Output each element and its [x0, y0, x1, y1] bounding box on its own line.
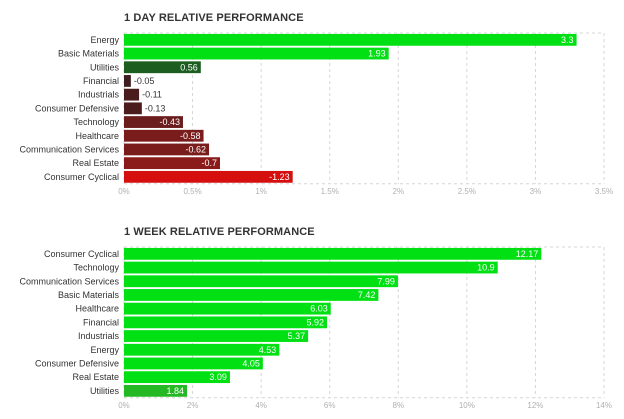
- value-label: 0.56: [180, 62, 198, 72]
- value-label: -0.05: [134, 76, 155, 86]
- x-tick-label: 0%: [118, 187, 130, 196]
- category-label: Consumer Cyclical: [44, 249, 119, 259]
- x-tick-label: 12%: [527, 401, 543, 410]
- x-tick-label: 0.5%: [183, 187, 201, 196]
- value-label: 6.03: [310, 304, 328, 314]
- bar: [124, 357, 263, 370]
- value-label: 1.84: [167, 386, 185, 396]
- bar: [124, 330, 309, 342]
- value-label: -0.43: [159, 117, 180, 127]
- x-tick-label: 3%: [530, 187, 542, 196]
- x-tick-label: 8%: [393, 401, 405, 410]
- x-tick-label: 2%: [187, 401, 199, 410]
- category-label: Financial: [83, 76, 119, 86]
- category-label: Consumer Defensive: [35, 358, 119, 368]
- category-label: Energy: [90, 35, 119, 45]
- bar: [124, 247, 542, 260]
- category-label: Industrials: [78, 331, 120, 341]
- bar: [124, 157, 220, 170]
- x-tick-label: 14%: [596, 401, 612, 410]
- bar: [124, 371, 230, 384]
- category-label: Utilities: [90, 386, 120, 396]
- bar: [124, 33, 577, 46]
- value-label: -0.11: [142, 90, 162, 100]
- value-label: 5.37: [288, 331, 306, 341]
- value-label: 7.42: [358, 290, 376, 300]
- category-label: Technology: [73, 263, 119, 273]
- bar: [124, 116, 183, 128]
- value-label: -1.23: [269, 172, 290, 182]
- bar: [124, 129, 204, 142]
- category-label: Technology: [73, 117, 119, 127]
- bar: [124, 88, 140, 101]
- bar: [124, 302, 331, 315]
- x-tick-label: 0%: [118, 401, 130, 410]
- bar: [124, 343, 280, 356]
- category-label: Basic Materials: [58, 290, 120, 300]
- chart-title-1week: 1 WEEK RELATIVE PERFORMANCE: [124, 226, 315, 238]
- value-label: -0.62: [186, 144, 207, 154]
- category-label: Financial: [83, 317, 119, 327]
- value-label: 3.3: [561, 35, 574, 45]
- category-label: Industrials: [78, 90, 120, 100]
- x-tick-label: 2%: [393, 187, 405, 196]
- category-label: Consumer Cyclical: [44, 172, 119, 182]
- x-tick-label: 3.5%: [595, 187, 613, 196]
- bar: [124, 47, 389, 60]
- bar: [124, 143, 210, 156]
- category-label: Utilities: [90, 62, 120, 72]
- value-label: 7.99: [377, 276, 395, 286]
- bar: [124, 384, 188, 397]
- chart-title-1day: 1 DAY RELATIVE PERFORMANCE: [124, 12, 304, 24]
- bar: [124, 261, 498, 274]
- value-label: 4.05: [242, 358, 260, 368]
- value-label: 5.92: [306, 317, 324, 327]
- bar: [124, 289, 379, 301]
- x-tick-label: 4%: [255, 401, 267, 410]
- value-label: 3.09: [209, 372, 227, 382]
- value-label: 1.93: [368, 49, 386, 59]
- value-label: -0.7: [201, 158, 217, 168]
- value-label: 4.53: [259, 345, 277, 355]
- value-label: 10.9: [477, 263, 495, 273]
- category-label: Real Estate: [72, 372, 119, 382]
- category-label: Basic Materials: [58, 49, 120, 59]
- bar: [124, 316, 327, 329]
- bar: [124, 170, 293, 183]
- bar: [124, 61, 201, 74]
- category-label: Healthcare: [75, 131, 119, 141]
- value-label: 12.17: [516, 249, 539, 259]
- bar: [124, 102, 142, 115]
- value-label: -0.13: [145, 103, 166, 113]
- x-tick-label: 6%: [324, 401, 336, 410]
- x-tick-label: 10%: [459, 401, 475, 410]
- bar: [124, 275, 398, 288]
- category-label: Communication Services: [19, 276, 119, 286]
- category-label: Energy: [90, 345, 119, 355]
- category-label: Real Estate: [72, 158, 119, 168]
- category-label: Healthcare: [75, 304, 119, 314]
- x-tick-label: 2.5%: [458, 187, 476, 196]
- category-label: Communication Services: [19, 144, 119, 154]
- x-tick-label: 1.5%: [321, 187, 339, 196]
- x-tick-label: 1%: [255, 187, 267, 196]
- value-label: -0.58: [180, 131, 201, 141]
- category-label: Consumer Defensive: [35, 103, 119, 113]
- bar: [124, 75, 131, 87]
